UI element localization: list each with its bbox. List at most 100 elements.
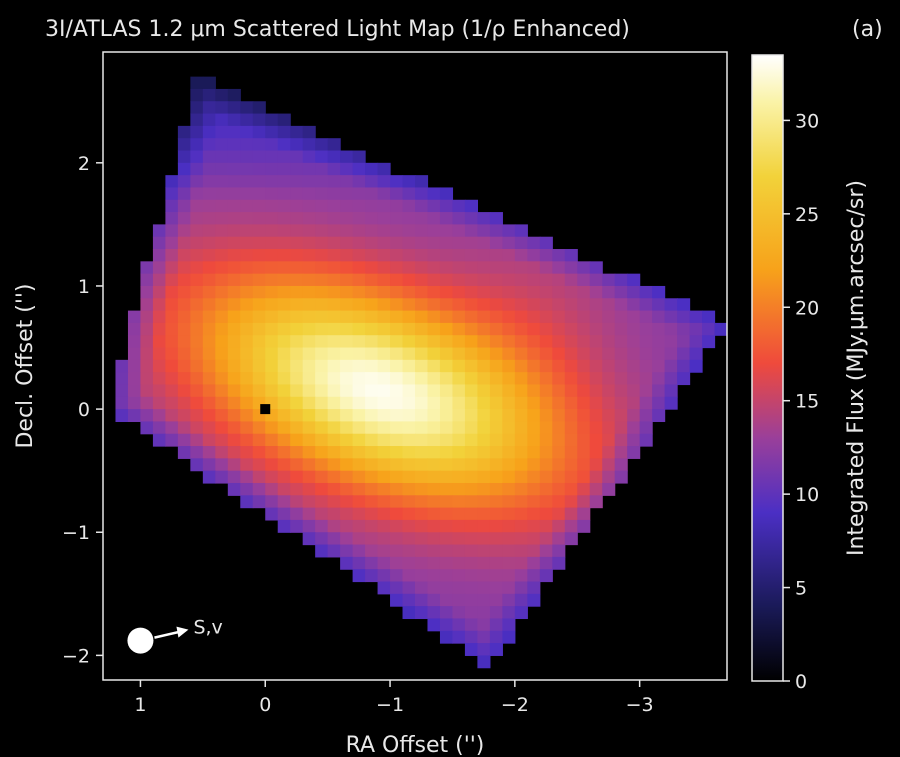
heatmap-cell bbox=[240, 101, 254, 115]
heatmap-cell bbox=[564, 396, 578, 410]
heatmap-cell bbox=[227, 88, 241, 102]
heatmap-cell bbox=[489, 433, 503, 447]
heatmap-cell bbox=[290, 224, 304, 238]
heatmap-cell bbox=[215, 236, 229, 250]
heatmap-cell bbox=[639, 384, 653, 398]
heatmap-cell bbox=[290, 433, 304, 447]
heatmap-cell bbox=[252, 273, 266, 287]
heatmap-cell bbox=[290, 470, 304, 484]
heatmap-cell bbox=[352, 507, 366, 521]
heatmap-cell bbox=[277, 409, 291, 423]
heatmap-cell bbox=[377, 519, 391, 533]
heatmap-cell bbox=[577, 409, 591, 423]
heatmap-cell bbox=[514, 298, 528, 312]
heatmap-cell bbox=[502, 273, 516, 287]
heatmap-cell bbox=[552, 446, 566, 459]
heatmap-cell bbox=[502, 495, 516, 509]
heatmap-cell bbox=[252, 224, 266, 238]
heatmap-cell bbox=[427, 470, 441, 484]
heatmap-cell bbox=[502, 569, 516, 583]
heatmap-cell bbox=[527, 544, 541, 558]
heatmap-cell bbox=[352, 212, 366, 225]
heatmap-cell bbox=[577, 298, 591, 312]
heatmap-cell bbox=[327, 446, 341, 459]
heatmap-cell bbox=[315, 150, 329, 164]
heatmap-cell bbox=[315, 285, 329, 299]
velocity-arrow bbox=[154, 630, 181, 639]
heatmap-cell bbox=[315, 433, 329, 447]
heatmap-cell bbox=[277, 150, 291, 164]
heatmap-cell bbox=[627, 433, 641, 447]
heatmap-cell bbox=[377, 261, 391, 275]
heatmap-cell bbox=[614, 372, 628, 386]
heatmap-cell bbox=[639, 285, 653, 299]
heatmap-cell bbox=[240, 372, 254, 386]
heatmap-cell bbox=[552, 519, 566, 533]
heatmap-cell bbox=[302, 261, 316, 275]
heatmap-cell bbox=[464, 396, 478, 410]
heatmap-cell bbox=[415, 470, 429, 484]
heatmap-cell bbox=[439, 618, 454, 632]
heatmap-cell bbox=[489, 519, 503, 533]
heatmap-cell bbox=[365, 335, 379, 349]
heatmap-cell bbox=[252, 285, 266, 299]
heatmap-cell bbox=[190, 322, 204, 336]
heatmap-cell bbox=[365, 236, 379, 250]
heatmap-cell bbox=[589, 298, 603, 312]
heatmap-cell bbox=[227, 138, 241, 152]
heatmap-cell bbox=[639, 335, 653, 349]
heatmap-cell bbox=[227, 113, 241, 127]
heatmap-cell bbox=[240, 359, 254, 373]
heatmap-cell bbox=[502, 224, 516, 238]
heatmap-cell bbox=[165, 212, 179, 225]
heatmap-cell bbox=[177, 162, 191, 176]
heatmap-cell bbox=[390, 384, 404, 398]
heatmap-cell bbox=[340, 556, 354, 570]
panel-label: (a) bbox=[852, 17, 883, 42]
heatmap-cell bbox=[552, 372, 566, 386]
heatmap-cell bbox=[365, 482, 379, 496]
heatmap-cell bbox=[340, 212, 354, 225]
heatmap-cell bbox=[589, 273, 603, 287]
heatmap-cell bbox=[477, 335, 491, 349]
heatmap-cell bbox=[240, 409, 254, 423]
heatmap-cell bbox=[265, 470, 279, 484]
heatmap-cell bbox=[502, 470, 516, 484]
heatmap-cell bbox=[302, 150, 316, 164]
heatmap-cell bbox=[190, 236, 204, 250]
heatmap-cell bbox=[302, 212, 316, 225]
heatmap-cell bbox=[340, 335, 354, 349]
heatmap-cell bbox=[452, 249, 466, 262]
heatmap-cell bbox=[227, 482, 241, 496]
heatmap-cell bbox=[215, 187, 229, 201]
heatmap-cell bbox=[127, 310, 142, 324]
nucleus-marker bbox=[260, 404, 271, 415]
heatmap-cell bbox=[452, 236, 466, 250]
heatmap-cell bbox=[227, 322, 241, 336]
heatmap-cell bbox=[502, 581, 516, 595]
heatmap-cell bbox=[252, 433, 266, 447]
heatmap-cell bbox=[552, 310, 566, 324]
heatmap-cell bbox=[439, 347, 454, 361]
heatmap-cell bbox=[177, 199, 191, 213]
heatmap-cell bbox=[489, 298, 503, 312]
heatmap-cell bbox=[452, 298, 466, 312]
heatmap-cell bbox=[177, 175, 191, 189]
heatmap-cell bbox=[489, 593, 503, 607]
heatmap-cell bbox=[215, 421, 229, 435]
heatmap-cell bbox=[639, 433, 653, 447]
heatmap-cell bbox=[340, 519, 354, 533]
heatmap-cell bbox=[477, 396, 491, 410]
heatmap-cell bbox=[227, 433, 241, 447]
heatmap-cell bbox=[140, 298, 154, 312]
heatmap-cell bbox=[527, 482, 541, 496]
colorbar-tick-label: 30 bbox=[795, 110, 819, 132]
heatmap-cell bbox=[315, 298, 329, 312]
heatmap-cell bbox=[639, 347, 653, 361]
heatmap-cell bbox=[327, 544, 341, 558]
heatmap-cell bbox=[215, 433, 229, 447]
heatmap-cell bbox=[452, 593, 466, 607]
heatmap-cell bbox=[552, 359, 566, 373]
heatmap-cell bbox=[627, 310, 641, 324]
heatmap-cell bbox=[527, 433, 541, 447]
